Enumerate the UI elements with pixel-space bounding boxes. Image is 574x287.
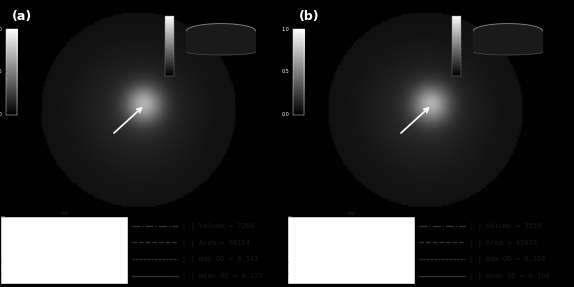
Text: (b): (b) [298, 10, 319, 23]
Text: (a): (a) [11, 10, 32, 23]
